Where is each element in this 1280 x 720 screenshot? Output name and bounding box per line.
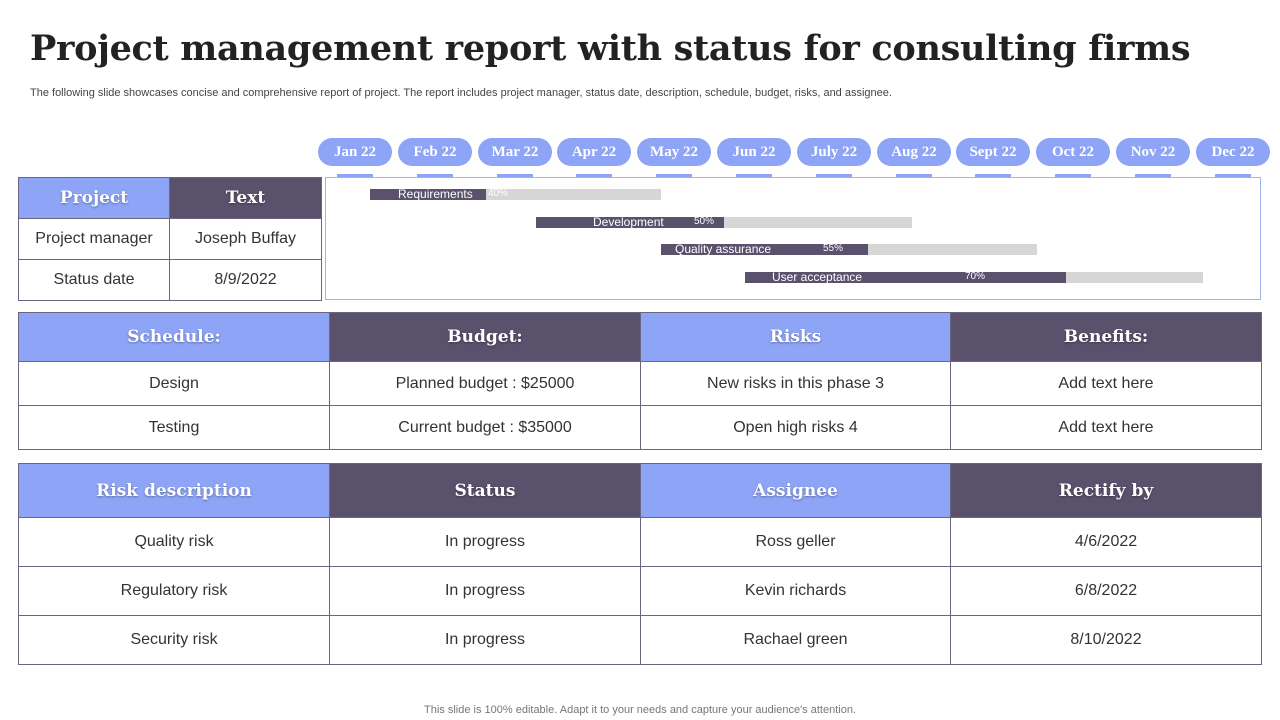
table-cell: Quality risk [18, 517, 330, 567]
month-pill: Feb 22 [398, 138, 472, 177]
table-cell: Add text here [950, 405, 1262, 450]
header-schedule: Schedule: [18, 312, 330, 362]
month-pill: Oct 22 [1036, 138, 1110, 177]
footer-note: This slide is 100% editable. Adapt it to… [424, 704, 856, 716]
gantt-progress-label: 70% [965, 271, 986, 282]
gantt-task-label: User acceptance [772, 270, 863, 284]
table-cell: 8/9/2022 [169, 259, 322, 301]
gantt-bar-development: Development 50% [536, 215, 912, 229]
header-project: Project [18, 177, 170, 219]
table-cell: Kevin richards [640, 566, 951, 616]
table-cell: Design [18, 361, 330, 406]
month-timeline: Jan 22 Feb 22 Mar 22 Apr 22 May 22 Jun 2… [318, 138, 1270, 177]
project-info-table: Project Text Project manager Joseph Buff… [18, 177, 322, 301]
header-rectify-by: Rectify by [950, 463, 1262, 518]
table-cell: In progress [329, 517, 641, 567]
page-subtitle: The following slide showcases concise an… [30, 87, 892, 99]
month-pill: Aug 22 [877, 138, 951, 177]
page-title: Project management report with status fo… [30, 28, 1191, 69]
header-status: Status [329, 463, 641, 518]
table-cell: Current budget : $35000 [329, 405, 641, 450]
table-cell: Regulatory risk [18, 566, 330, 616]
month-pill: Nov 22 [1116, 138, 1190, 177]
table-cell: New risks in this phase 3 [640, 361, 951, 406]
table-row: Testing Current budget : $35000 Open hig… [18, 405, 1262, 450]
table-cell: In progress [329, 615, 641, 665]
header-assignee: Assignee [640, 463, 951, 518]
gantt-chart: Requirements 40% Development 50% Quality… [325, 177, 1261, 300]
table-cell: Project manager [18, 218, 170, 260]
month-pill: Jan 22 [318, 138, 392, 177]
table-row: Status date 8/9/2022 [18, 259, 322, 301]
gantt-progress-fill [661, 244, 868, 255]
gantt-task-label: Development [593, 215, 664, 229]
table-cell: 6/8/2022 [950, 566, 1262, 616]
gantt-bar-user-acceptance: User acceptance 70% [745, 270, 1203, 284]
table-cell: 8/10/2022 [950, 615, 1262, 665]
table-cell: 4/6/2022 [950, 517, 1262, 567]
table-cell: Joseph Buffay [169, 218, 322, 260]
month-pill: Mar 22 [478, 138, 552, 177]
table-cell: Testing [18, 405, 330, 450]
gantt-progress-fill [745, 272, 1066, 283]
header-text: Text [169, 177, 322, 219]
gantt-progress-label: 40% [488, 188, 509, 199]
table-cell: Open high risks 4 [640, 405, 951, 450]
table-row: Quality risk In progress Ross geller 4/6… [18, 517, 1262, 567]
table-cell: Rachael green [640, 615, 951, 665]
gantt-progress-label: 55% [823, 243, 844, 254]
table-cell: Add text here [950, 361, 1262, 406]
month-pill: Jun 22 [717, 138, 791, 177]
month-pill: May 22 [637, 138, 711, 177]
table-cell: Security risk [18, 615, 330, 665]
table-cell: Status date [18, 259, 170, 301]
gantt-progress-fill [536, 217, 724, 228]
table-cell: Planned budget : $25000 [329, 361, 641, 406]
gantt-progress-label: 50% [694, 216, 715, 227]
table-cell: In progress [329, 566, 641, 616]
table-row: Design Planned budget : $25000 New risks… [18, 361, 1262, 406]
month-pill: Apr 22 [557, 138, 631, 177]
month-pill: Dec 22 [1196, 138, 1270, 177]
schedule-budget-table: Schedule: Budget: Risks Benefits: Design… [18, 312, 1262, 450]
month-pill: Sept 22 [956, 138, 1030, 177]
table-row: Project manager Joseph Buffay [18, 218, 322, 260]
header-benefits: Benefits: [950, 312, 1262, 362]
header-risks: Risks [640, 312, 951, 362]
gantt-progress-fill [370, 189, 487, 200]
gantt-task-label: Quality assurance [675, 242, 772, 256]
table-cell: Ross geller [640, 517, 951, 567]
gantt-task-label: Requirements [398, 187, 473, 201]
month-pill: July 22 [797, 138, 871, 177]
risk-table: Risk description Status Assignee Rectify… [18, 463, 1262, 665]
table-row: Security risk In progress Rachael green … [18, 615, 1262, 665]
header-risk-description: Risk description [18, 463, 330, 518]
header-budget: Budget: [329, 312, 641, 362]
gantt-bar-quality-assurance: Quality assurance 55% [661, 242, 1037, 256]
table-row: Regulatory risk In progress Kevin richar… [18, 566, 1262, 616]
gantt-bar-requirements: Requirements 40% [370, 187, 661, 201]
